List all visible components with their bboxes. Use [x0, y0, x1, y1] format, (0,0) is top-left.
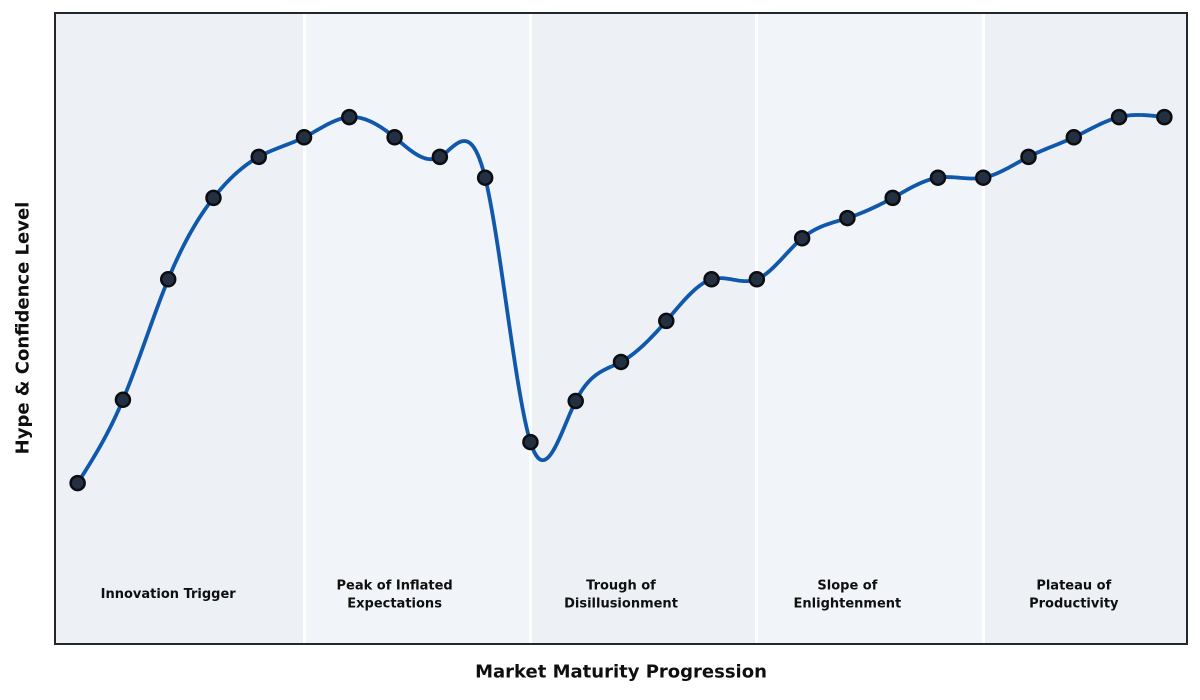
phase-label: Trough of Disillusionment [564, 578, 678, 611]
phase-separator [981, 13, 985, 644]
phase-band [756, 13, 984, 644]
data-point [69, 474, 86, 492]
data-point [658, 312, 675, 330]
hype-curve [75, 113, 1167, 485]
phase-band [983, 13, 1187, 644]
data-point [793, 230, 811, 247]
data-point [522, 433, 539, 451]
data-point [1110, 108, 1128, 126]
y-axis-label: Hype & Confidence Level [12, 201, 34, 455]
data-point [929, 169, 947, 186]
data-point [476, 169, 494, 186]
data-point [884, 189, 901, 207]
data-point [295, 129, 313, 146]
x-axis-label: Market Maturity Progression [475, 661, 767, 683]
data-point [431, 148, 449, 166]
data-point [159, 271, 177, 288]
data-point [205, 189, 222, 207]
data-point [612, 353, 630, 371]
data-point [1065, 129, 1083, 146]
plot-area: Innovation Trigger Peak of Inflated Expec… [55, 13, 1187, 644]
data-point [748, 271, 766, 288]
data-point [114, 391, 132, 409]
data-point [974, 169, 992, 186]
phase-separator [528, 13, 532, 644]
data-point [839, 209, 856, 227]
hype-curve-svg [69, 108, 1173, 492]
data-point [250, 148, 268, 166]
phase-separator [302, 13, 306, 644]
phase-label: Innovation Trigger [100, 587, 236, 603]
phase-separator [755, 13, 759, 644]
data-point [1020, 148, 1037, 166]
data-point [567, 392, 584, 410]
data-point [386, 129, 403, 146]
data-point [1156, 108, 1173, 126]
phase-band [55, 13, 305, 644]
phase-band [530, 13, 757, 644]
data-point [703, 271, 720, 288]
phase-label: Slope of Enlightenment [793, 578, 902, 611]
phase-label: Peak of Inflated Expectations [336, 578, 453, 611]
data-point [341, 108, 358, 126]
phase-label: Plateau of Productivity [1029, 578, 1119, 611]
